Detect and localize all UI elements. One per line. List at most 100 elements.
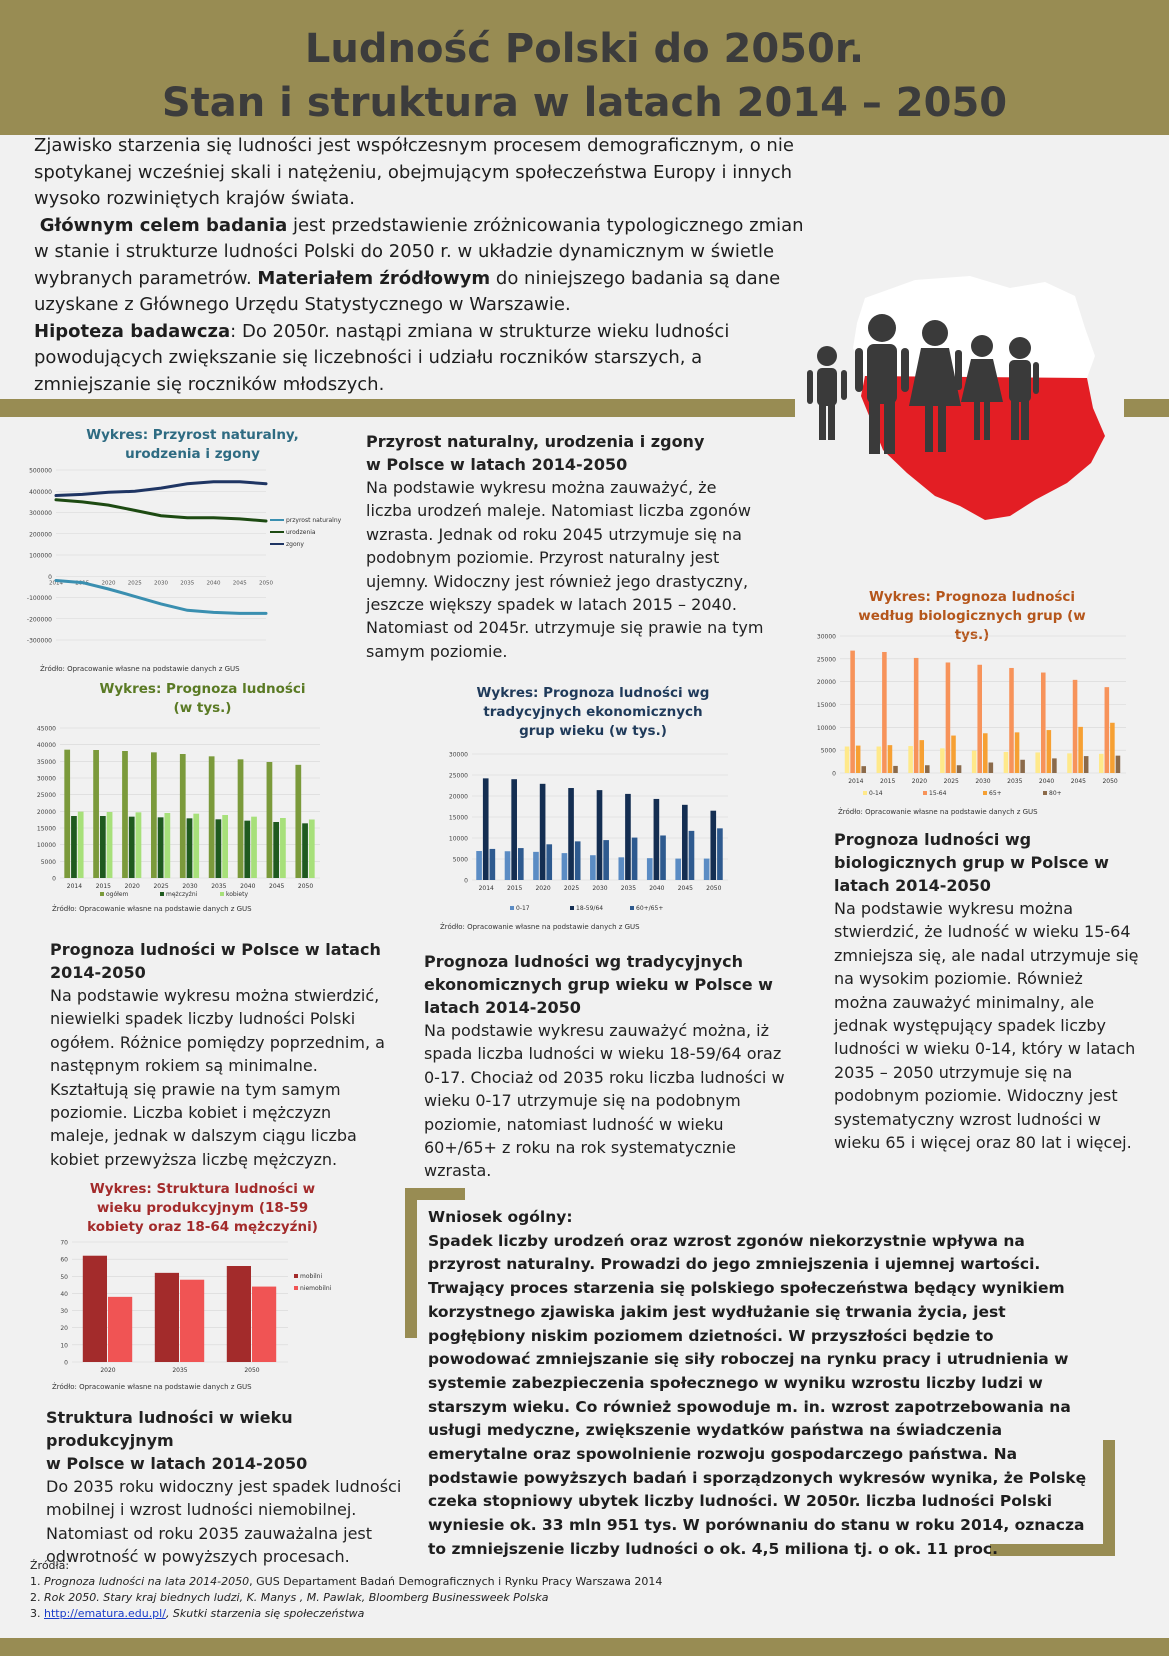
bar [180, 1279, 205, 1362]
x-tick-label: 2020 [102, 580, 116, 586]
x-tick-label: 2015 [507, 885, 522, 892]
section-biological: Prognoza ludności wg biologicznych grup … [834, 828, 1139, 1154]
y-tick-label: 30000 [817, 634, 836, 641]
bar [208, 756, 215, 878]
x-tick-label: 2035 [172, 1367, 187, 1374]
bar [876, 746, 882, 773]
bar [157, 817, 164, 878]
y-tick-label: 0 [832, 771, 836, 778]
bar [273, 822, 280, 878]
bar [561, 853, 568, 880]
y-tick-label: 20000 [449, 794, 468, 801]
y-tick-label: 40 [60, 1291, 68, 1298]
x-tick-label: 2020 [535, 885, 550, 892]
productive-title2: w Polsce w latach 2014-2050 [46, 1454, 308, 1473]
legend-swatch [100, 892, 104, 896]
bar [1072, 679, 1078, 773]
bar [308, 819, 315, 878]
bar [533, 851, 539, 880]
chart1-source: Źródło: Opracowanie własne na podstawie … [40, 665, 240, 673]
bar [1083, 756, 1089, 773]
conclusion: Wniosek ogólny: Spadek liczby urodzeń or… [428, 1206, 1088, 1562]
sources-heading: Źródła: [30, 1559, 70, 1572]
y-tick-label: 40000 [37, 742, 56, 749]
bar [1078, 726, 1083, 773]
legend-label: 60+/65+ [636, 905, 663, 912]
bar [154, 1272, 179, 1362]
x-tick-label: 2045 [233, 580, 247, 586]
chart3-title: Wykres: Prognoza ludności wg tradycyjnyc… [476, 685, 710, 739]
x-tick-label: 2040 [240, 883, 255, 890]
x-tick-label: 2015 [880, 778, 895, 785]
x-tick-label: 2030 [975, 778, 990, 785]
section-population: Prognoza ludności w Polsce w latach 2014… [50, 938, 390, 1171]
series-line [54, 498, 268, 523]
x-tick-label: 2050 [259, 580, 273, 586]
x-tick-label: 2025 [564, 885, 579, 892]
y-tick-label: 25000 [37, 792, 56, 799]
economic-body: Na podstawie wykresu zauważyć można, iż … [424, 1021, 785, 1181]
chart5-source: Źródło: Opracowanie własne na podstawie … [52, 1383, 252, 1391]
source-1: 1. Prognoza ludności na lata 2014-2050, … [30, 1575, 663, 1588]
y-tick-label: 0 [464, 878, 468, 885]
source-3-link[interactable]: http://ematura.edu.pl/ [44, 1607, 166, 1620]
bar [1020, 759, 1025, 773]
bar [861, 766, 867, 773]
y-tick-label: 300000 [29, 510, 52, 517]
legend-swatch [220, 892, 224, 896]
bar [164, 813, 171, 878]
chart5-title: Wykres: Struktura ludności w wieku produ… [87, 1181, 318, 1235]
poster-title-line2: Stan i struktura w latach 2014 – 2050 [161, 80, 1008, 126]
x-tick-label: 2035 [211, 883, 226, 890]
bar [539, 783, 546, 880]
chart4-title: Wykres: Prognoza ludności według biologi… [858, 589, 1086, 643]
y-tick-label: 10000 [817, 725, 836, 732]
chart1-title: Wykres: Przyrost naturalny, urodzenia i … [86, 427, 299, 462]
legend-label: przyrost naturalny [286, 517, 342, 524]
hypothesis-label: Hipoteza badawcza [34, 320, 231, 342]
y-tick-label: 5000 [453, 857, 468, 864]
bar [1067, 753, 1072, 773]
bar [710, 810, 717, 880]
chart-natural-increase: 500000 400000 300000 200000 100000 0 -100000 -2… [27, 468, 342, 645]
legend-label: 65+ [989, 790, 1002, 797]
bar [631, 837, 638, 880]
x-tick-label: 2014 [67, 883, 82, 890]
y-tick-label: 20000 [37, 809, 56, 816]
population-title2: 2014-2050 [50, 963, 146, 982]
bar [215, 819, 222, 878]
bar [675, 858, 682, 880]
y-tick-label: 30000 [37, 776, 56, 783]
legend-label: niemobilni [300, 1285, 332, 1292]
bar [237, 759, 244, 878]
intro-paragraph: Zjawisko starzenia się ludności jest wsp… [34, 135, 794, 209]
frame-top-horizontal [405, 1188, 465, 1200]
natural-body: Na podstawie wykresu można zauważyć, że … [366, 478, 764, 661]
legend-swatch [160, 892, 164, 896]
y-tick-label: 0 [48, 574, 52, 581]
y-tick-label: 5000 [821, 748, 836, 755]
x-tick-label: 2050 [706, 885, 721, 892]
x-tick-label: 2014 [479, 885, 494, 892]
bar [71, 816, 77, 878]
x-tick-label: 2035 [180, 580, 194, 586]
bar [951, 735, 956, 773]
natural-title1: Przyrost naturalny, urodzenia i zgony [366, 432, 705, 451]
y-tick-label: 400000 [29, 489, 52, 496]
bar [226, 1266, 251, 1362]
conclusion-body: Spadek liczby urodzeń oraz wzrost zgonów… [428, 1231, 1087, 1558]
y-tick-label: 45000 [37, 726, 56, 733]
bar [653, 798, 660, 880]
bar [504, 851, 511, 880]
bar [135, 812, 142, 878]
divider-band-right [1124, 399, 1169, 417]
poster-title-line1: Ludność Polski do 2050r. [304, 26, 865, 72]
legend-swatch [983, 791, 987, 795]
legend-swatch [863, 791, 867, 795]
population-title1: Prognoza ludności w Polsce w latach [50, 940, 381, 959]
x-tick-label: 2025 [944, 778, 959, 785]
y-tick-label: 35000 [37, 759, 56, 766]
x-tick-label: 2020 [912, 778, 927, 785]
bar [574, 841, 581, 880]
bar [64, 749, 71, 878]
